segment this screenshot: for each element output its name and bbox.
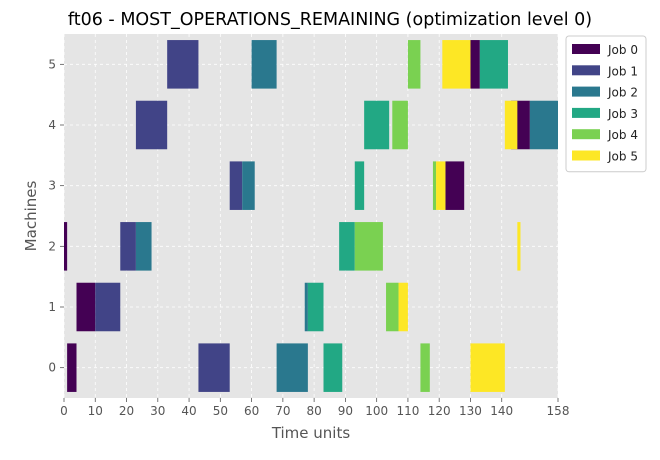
x-tick-label: 110 <box>396 404 419 418</box>
job-0-bar <box>64 222 68 271</box>
x-tick-label: 10 <box>88 404 103 418</box>
legend-label: Job 0 <box>607 43 638 57</box>
y-axis-label: Machines <box>22 181 40 252</box>
chart-title: ft06 - MOST_OPERATIONS_REMAINING (optimi… <box>68 10 592 30</box>
job-5-bar <box>442 40 471 89</box>
legend-label: Job 2 <box>607 86 638 100</box>
job-3-bar <box>479 40 508 89</box>
x-tick-label: 50 <box>213 404 228 418</box>
x-tick-label: 80 <box>306 404 321 418</box>
x-tick-label: 158 <box>547 404 570 418</box>
job-4-bar <box>354 222 383 271</box>
x-tick-label: 0 <box>60 404 68 418</box>
x-tick-label: 20 <box>119 404 134 418</box>
job-1-bar <box>95 282 121 332</box>
job-0-bar <box>470 40 480 89</box>
y-axis-ticks: 0 1 2 3 4 5 <box>48 57 64 375</box>
legend-label: Job 4 <box>607 128 638 142</box>
job-3-bar <box>323 343 343 392</box>
x-tick-label: 30 <box>150 404 165 418</box>
job-3-bar <box>307 282 324 332</box>
legend-label: Job 1 <box>607 64 638 78</box>
y-tick-label: 5 <box>48 57 56 71</box>
x-tick-label: 90 <box>338 404 353 418</box>
legend-swatch <box>572 65 600 76</box>
job-1-bar <box>229 161 243 210</box>
job-4-bar <box>420 343 430 392</box>
legend-label: Job 3 <box>607 107 638 121</box>
y-tick-label: 2 <box>48 239 56 253</box>
job-1-bar <box>198 343 230 392</box>
job-1-bar <box>135 100 168 150</box>
legend-swatch <box>572 44 600 54</box>
job-2-bar <box>242 161 255 210</box>
legend-swatch <box>572 129 600 140</box>
job-2-bar <box>529 100 558 150</box>
job-3-bar <box>364 100 390 150</box>
legend-swatch <box>572 107 600 118</box>
job-1-bar <box>167 40 199 89</box>
job-3-bar <box>354 161 365 210</box>
job-4-bar <box>386 282 399 332</box>
job-2-bar <box>135 222 152 271</box>
x-axis-ticks: 0 10 20 30 40 50 60 70 80 90 100 110 120 130 140 158 <box>60 398 569 418</box>
job-4-bar <box>407 40 421 89</box>
x-tick-label: 70 <box>275 404 290 418</box>
job-2-bar <box>276 343 308 392</box>
job-5-bar <box>504 100 518 150</box>
job-4-bar <box>392 100 408 150</box>
job-1-bar <box>120 222 136 271</box>
job-5-bar <box>470 343 505 392</box>
job-5-bar <box>398 282 408 332</box>
legend: Job 0 Job 1 Job 2 Job 3 Job 4 Job 5 <box>565 35 647 173</box>
y-tick-label: 3 <box>48 179 56 193</box>
job-0-bar <box>67 343 77 392</box>
x-tick-label: 130 <box>459 404 482 418</box>
y-tick-label: 4 <box>48 118 56 132</box>
plot-area <box>64 34 558 398</box>
job-2-bar <box>304 282 308 332</box>
legend-swatch <box>572 86 600 97</box>
job-0-bar <box>76 282 96 332</box>
x-tick-label: 120 <box>428 404 451 418</box>
x-tick-label: 140 <box>490 404 513 418</box>
legend-label: Job 5 <box>607 150 638 164</box>
job-4-bar <box>432 161 437 210</box>
y-tick-label: 1 <box>48 300 56 314</box>
x-tick-label: 60 <box>244 404 259 418</box>
x-tick-label: 40 <box>181 404 196 418</box>
job-0-bar <box>445 161 465 210</box>
x-tick-label: 100 <box>365 404 388 418</box>
x-axis-label: Time units <box>271 424 351 442</box>
y-tick-label: 0 <box>48 361 56 375</box>
legend-swatch <box>572 150 600 161</box>
gridlines <box>63 34 559 398</box>
job-5-bar <box>436 161 446 210</box>
job-5-bar <box>517 222 521 271</box>
bars <box>64 40 558 392</box>
job-3-bar <box>339 222 355 271</box>
job-2-bar <box>251 40 277 89</box>
